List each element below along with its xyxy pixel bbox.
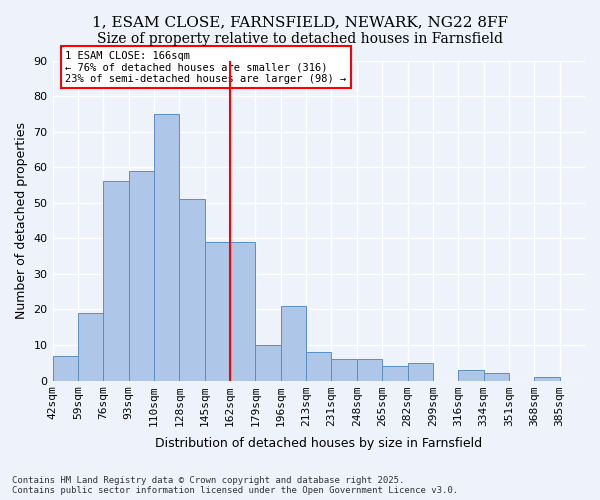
Bar <box>306 352 331 380</box>
Y-axis label: Number of detached properties: Number of detached properties <box>15 122 28 319</box>
Bar <box>281 306 306 380</box>
Bar <box>205 242 230 380</box>
Bar <box>179 199 205 380</box>
Bar <box>458 370 484 380</box>
Text: Size of property relative to detached houses in Farnsfield: Size of property relative to detached ho… <box>97 32 503 46</box>
Text: 1 ESAM CLOSE: 166sqm
← 76% of detached houses are smaller (316)
23% of semi-deta: 1 ESAM CLOSE: 166sqm ← 76% of detached h… <box>65 50 346 84</box>
Bar <box>357 359 382 380</box>
Bar <box>128 171 154 380</box>
Bar <box>230 242 256 380</box>
Bar <box>103 182 128 380</box>
Bar <box>53 356 78 380</box>
Bar <box>331 359 357 380</box>
Bar <box>78 313 103 380</box>
Text: Contains HM Land Registry data © Crown copyright and database right 2025.
Contai: Contains HM Land Registry data © Crown c… <box>12 476 458 495</box>
Bar <box>382 366 407 380</box>
Bar <box>407 363 433 380</box>
Bar <box>484 374 509 380</box>
Bar <box>154 114 179 380</box>
Bar <box>256 345 281 380</box>
Text: 1, ESAM CLOSE, FARNSFIELD, NEWARK, NG22 8FF: 1, ESAM CLOSE, FARNSFIELD, NEWARK, NG22 … <box>92 15 508 29</box>
X-axis label: Distribution of detached houses by size in Farnsfield: Distribution of detached houses by size … <box>155 437 482 450</box>
Bar <box>534 377 560 380</box>
